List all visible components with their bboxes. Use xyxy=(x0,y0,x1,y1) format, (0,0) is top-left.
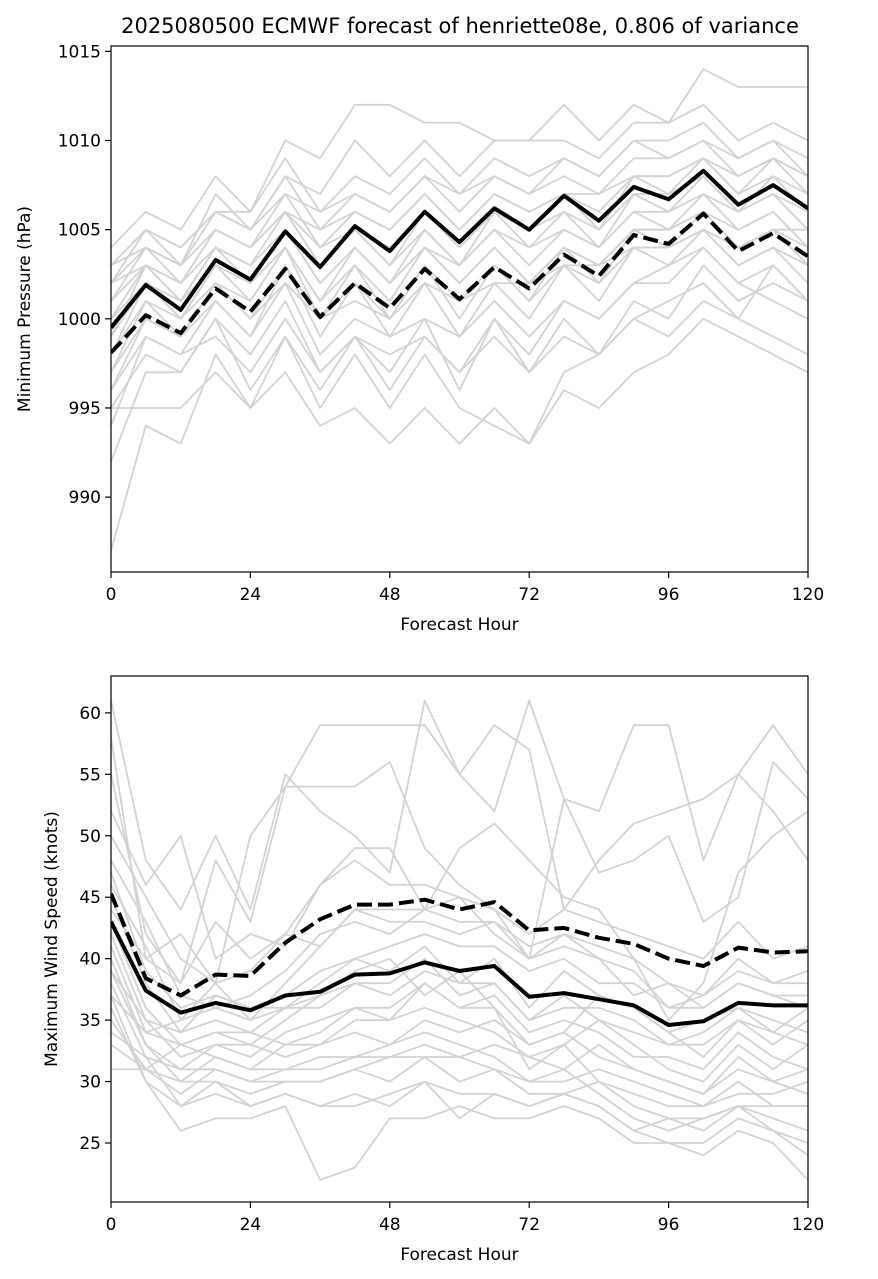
wind-y-axis-label: Maximum Wind Speed (knots) xyxy=(42,811,62,1067)
wind-x-tick-label: 0 xyxy=(106,1215,117,1235)
wind-x-tick-label: 120 xyxy=(792,1215,824,1235)
pressure-y-axis-label: Minimum Pressure (hPa) xyxy=(15,206,35,412)
pressure-x-axis-label: Forecast Hour xyxy=(400,615,518,635)
pressure-member-line-1 xyxy=(111,317,808,551)
pressure-member-line-24 xyxy=(111,139,808,266)
pressure-x-tick-label: 0 xyxy=(106,585,117,605)
pressure-member-line-19 xyxy=(111,264,808,445)
wind-panel: 0 24 48 72 96 120 25 30 35 40 45 50 55 60 Forecast Hou… xyxy=(42,675,824,1265)
wind-y-tick-label: 60 xyxy=(79,704,101,724)
pressure-member-line-4 xyxy=(111,246,808,409)
wind-x-axis-label: Forecast Hour xyxy=(400,1245,518,1265)
pressure-member-line-20 xyxy=(111,210,808,320)
wind-axes-frame xyxy=(110,675,809,1203)
wind-x-tick-label: 72 xyxy=(518,1215,540,1235)
pressure-panel: 0 24 48 72 96 120 990 995 1000 1005 1010 1015 Foreca… xyxy=(15,42,824,635)
wind-member-line-21 xyxy=(111,1006,808,1095)
pressure-y-tick-label: 1000 xyxy=(58,310,101,330)
pressure-x-tick-label: 24 xyxy=(240,585,262,605)
pressure-member-line-7 xyxy=(111,193,808,355)
pressure-member-line-12 xyxy=(111,103,808,267)
wind-y-tick-label: 30 xyxy=(79,1073,101,1093)
pressure-mean-line xyxy=(111,168,808,329)
pressure-y-tick-label: 990 xyxy=(69,488,101,508)
wind-member-line-4 xyxy=(111,810,808,1021)
wind-y-tick-label: 40 xyxy=(79,950,101,970)
wind-member-line-1 xyxy=(111,699,808,911)
pressure-member-line-23 xyxy=(111,157,808,284)
pressure-weighted-mean-line xyxy=(111,211,808,355)
wind-member-line-7 xyxy=(111,884,808,1021)
pressure-y-tick-label: 1015 xyxy=(58,42,101,62)
wind-member-line-17 xyxy=(111,908,808,1009)
wind-y-tick-label: 35 xyxy=(79,1011,101,1031)
wind-member-line-13 xyxy=(111,970,808,1132)
wind-y-tick-label: 50 xyxy=(79,827,101,847)
wind-member-line-14 xyxy=(111,982,808,1144)
wind-member-line-22 xyxy=(111,1031,808,1107)
pressure-y-tick-label: 995 xyxy=(69,399,101,419)
pressure-x-tick-label: 120 xyxy=(792,585,824,605)
pressure-x-tick-label: 72 xyxy=(518,585,540,605)
pressure-member-line-13 xyxy=(111,68,808,249)
pressure-plot-area xyxy=(111,68,808,551)
pressure-axes-frame xyxy=(110,45,809,573)
figure-title: 2025080500 ECMWF forecast of henriette08… xyxy=(121,14,799,38)
wind-x-tick-label: 96 xyxy=(658,1215,680,1235)
pressure-member-line-6 xyxy=(111,210,808,373)
pressure-member-line-5 xyxy=(111,228,808,391)
wind-y-tick-label: 45 xyxy=(79,888,101,908)
wind-member-line-15 xyxy=(111,995,808,1181)
wind-member-line-24 xyxy=(111,872,808,1009)
wind-x-tick-label: 24 xyxy=(240,1215,262,1235)
wind-x-tick-label: 48 xyxy=(379,1215,401,1235)
pressure-member-line-17 xyxy=(111,228,808,355)
wind-member-line-16 xyxy=(111,1007,808,1157)
pressure-member-line-9 xyxy=(111,157,808,320)
wind-member-line-20 xyxy=(111,982,808,1083)
pressure-member-line-18 xyxy=(111,264,808,391)
pressure-member-line-8 xyxy=(111,175,808,337)
wind-member-line-3 xyxy=(111,761,808,985)
wind-member-line-2 xyxy=(111,724,808,985)
pressure-x-tick-label: 96 xyxy=(658,585,680,605)
wind-member-line-23 xyxy=(111,1056,808,1120)
wind-y-tick-label: 25 xyxy=(79,1134,101,1154)
wind-mean-line xyxy=(111,920,808,1027)
pressure-member-line-10 xyxy=(111,139,808,302)
pressure-member-line-21 xyxy=(111,193,808,302)
wind-y-tick-label: 55 xyxy=(79,765,101,785)
pressure-y-tick-label: 1005 xyxy=(58,221,101,241)
wind-member-line-9 xyxy=(111,921,808,1046)
wind-plot-area xyxy=(111,699,808,1181)
pressure-y-tick-label: 1010 xyxy=(58,132,101,152)
pressure-x-tick-label: 48 xyxy=(379,585,401,605)
wind-weighted-mean-line xyxy=(111,892,808,998)
